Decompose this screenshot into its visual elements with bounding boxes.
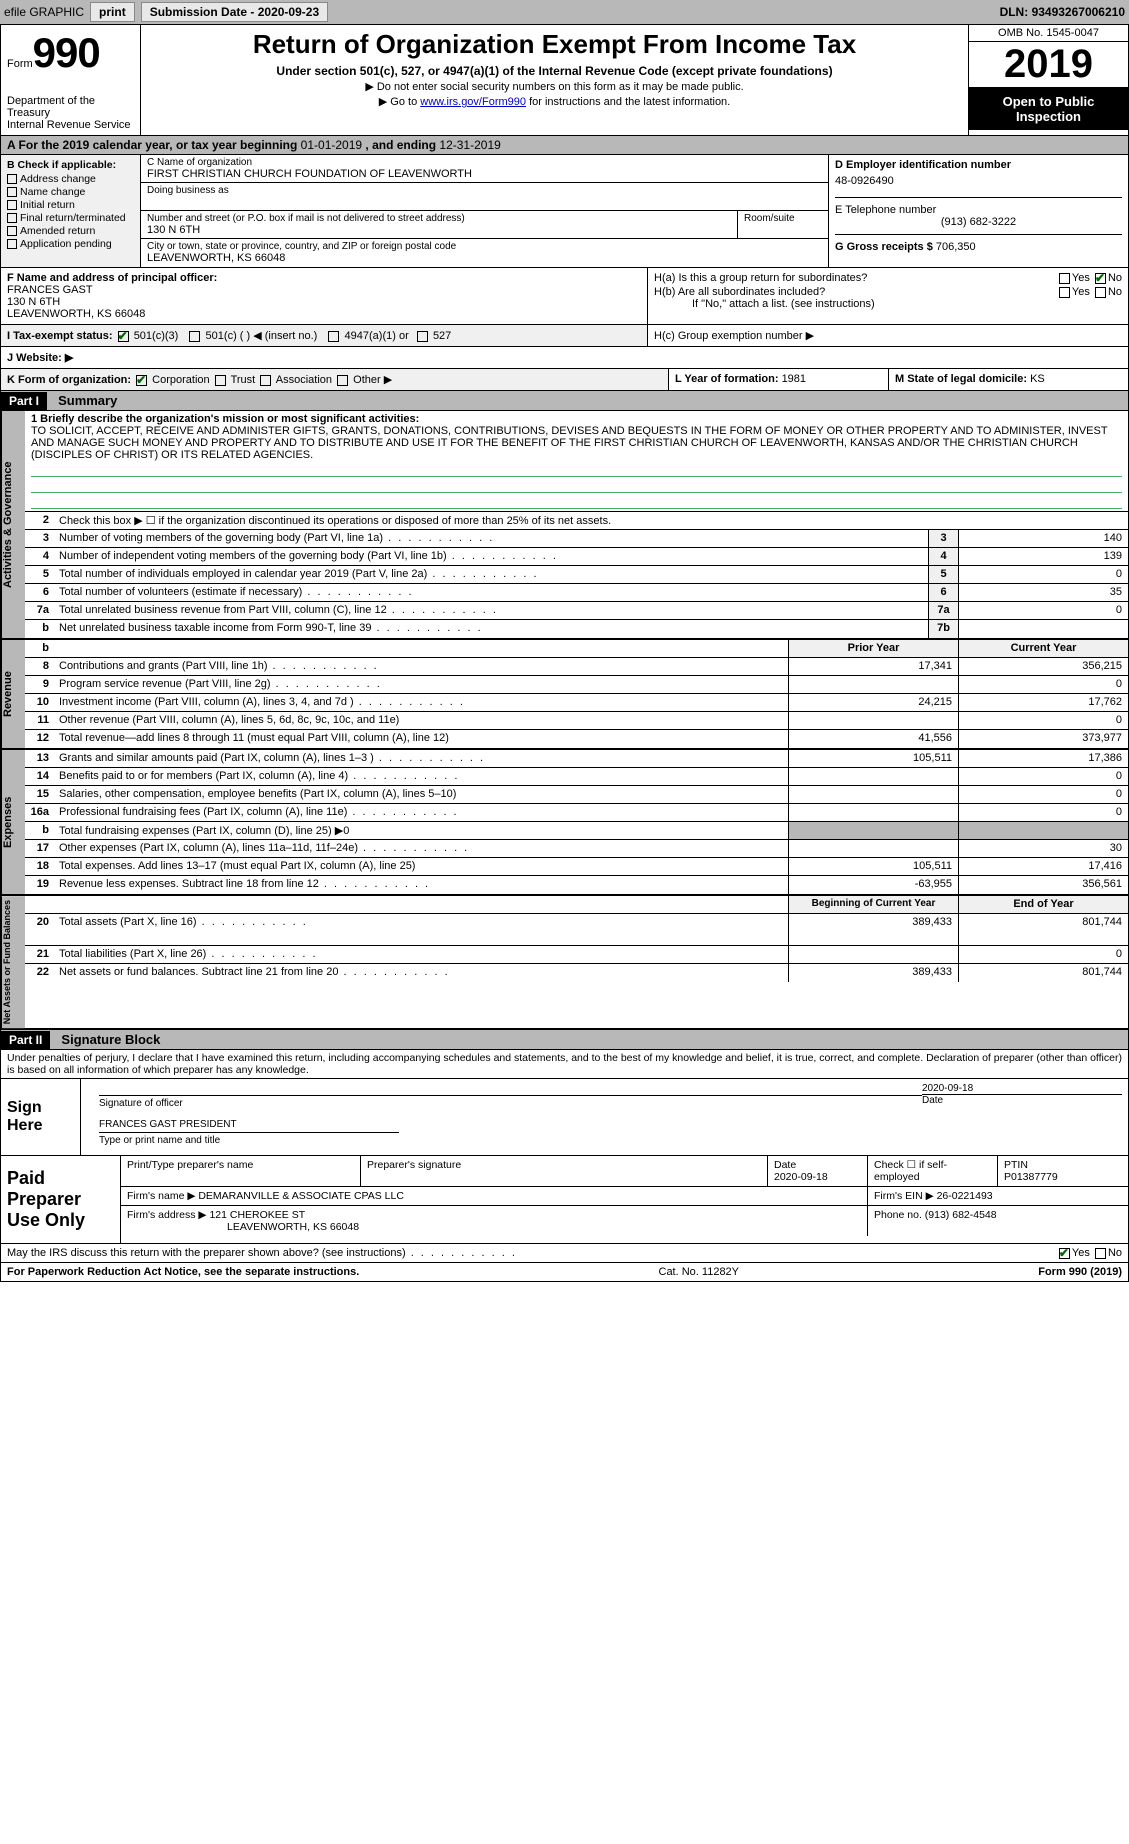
box-j: J Website: ▶ [1,347,1128,369]
part-i-header: Part I Summary [1,391,1128,411]
perjury-declaration: Under penalties of perjury, I declare th… [1,1050,1128,1079]
box-k: K Form of organization: Corporation Trus… [1,369,668,390]
tax-period-line: A For the 2019 calendar year, or tax yea… [1,136,1128,155]
box-l: L Year of formation: 1981 [668,369,888,390]
mission-block: 1 Briefly describe the organization's mi… [25,411,1128,511]
h-a-no[interactable] [1095,273,1106,284]
chk-corporation[interactable] [136,375,147,386]
firm-phone: (913) 682-4548 [925,1209,997,1221]
chk-501c3[interactable] [118,331,129,342]
chk-4947[interactable] [328,331,339,342]
header-mid: Return of Organization Exempt From Incom… [141,25,968,135]
instructions-link-line: ▶ Go to www.irs.gov/Form990 for instruct… [149,95,960,108]
chk-initial-return[interactable]: Initial return [7,199,134,211]
form-990: Form990 Department of the Treasury Inter… [0,24,1129,1282]
paid-preparer-block: Paid Preparer Use Only Print/Type prepar… [1,1156,1128,1244]
activities-governance: Activities & Governance 1 Briefly descri… [1,411,1128,638]
box-f: F Name and address of principal officer:… [1,268,648,324]
omb-number: OMB No. 1545-0047 [969,25,1128,42]
gross-receipts: 706,350 [936,241,976,253]
form-title: Return of Organization Exempt From Incom… [149,29,960,60]
firm-address: 121 CHEROKEE ST [209,1209,305,1221]
box-h-c: H(c) Group exemption number ▶ [648,325,1128,346]
form-subtitle: Under section 501(c), 527, or 4947(a)(1)… [149,64,960,78]
form-footer: For Paperwork Reduction Act Notice, see … [1,1263,1128,1281]
box-m: M State of legal domicile: KS [888,369,1128,390]
discuss-yes[interactable] [1059,1248,1070,1259]
ssn-warning: ▶ Do not enter social security numbers o… [149,80,960,93]
chk-other[interactable] [337,375,348,386]
chk-527[interactable] [417,331,428,342]
expenses-section: Expenses 13Grants and similar amounts pa… [1,750,1128,894]
chk-address-change[interactable]: Address change [7,173,134,185]
street-address: 130 N 6TH [147,224,731,236]
box-b: B Check if applicable: Address change Na… [1,155,141,267]
chk-application-pending[interactable]: Application pending [7,238,134,250]
org-name: FIRST CHRISTIAN CHURCH FOUNDATION OF LEA… [147,168,822,180]
ein: 48-0926490 [835,175,1122,187]
firm-name: DEMARANVILLE & ASSOCIATE CPAS LLC [198,1190,404,1202]
ptin: P01387779 [1004,1171,1058,1183]
h-b-no[interactable] [1095,287,1106,298]
box-d-e-g: D Employer identification number 48-0926… [828,155,1128,267]
box-c: C Name of organization FIRST CHRISTIAN C… [141,155,828,267]
officer-name-title: FRANCES GAST PRESIDENT [99,1119,237,1130]
signature-block: Sign Here Signature of officer 2020-09-1… [1,1079,1128,1156]
chk-amended-return[interactable]: Amended return [7,225,134,237]
sig-date: 2020-09-18 [922,1083,1122,1094]
top-toolbar: efile GRAPHIC print Submission Date - 20… [0,0,1129,24]
chk-501c[interactable] [189,331,200,342]
box-h: H(a) Is this a group return for subordin… [648,268,1128,324]
chk-association[interactable] [260,375,271,386]
submission-date-box: Submission Date - 2020-09-23 [141,2,328,22]
firm-ein: 26-0221493 [937,1190,993,1202]
chk-trust[interactable] [215,375,226,386]
telephone: (913) 682-3222 [835,216,1122,228]
irs-link[interactable]: www.irs.gov/Form990 [420,96,526,108]
box-k-l-m: K Form of organization: Corporation Trus… [1,369,1128,391]
box-f-h: F Name and address of principal officer:… [1,268,1128,325]
tax-year: 2019 [969,42,1128,88]
header-left: Form990 Department of the Treasury Inter… [1,25,141,135]
prep-date: 2020-09-18 [774,1171,828,1183]
dept-label: Department of the Treasury Internal Reve… [7,95,134,131]
chk-final-return[interactable]: Final return/terminated [7,212,134,224]
header-right: OMB No. 1545-0047 2019 Open to Public In… [968,25,1128,135]
irs-discuss-row: May the IRS discuss this return with the… [1,1244,1128,1263]
dln: DLN: 93493267006210 [1000,5,1125,19]
mission-text: TO SOLICIT, ACCEPT, RECEIVE AND ADMINIST… [31,425,1122,461]
efile-label: efile GRAPHIC [4,5,84,19]
open-to-public: Open to Public Inspection [969,88,1128,130]
h-b-yes[interactable] [1059,287,1070,298]
form-header: Form990 Department of the Treasury Inter… [1,25,1128,136]
h-a-yes[interactable] [1059,273,1070,284]
part-ii-header: Part II Signature Block [1,1030,1128,1050]
box-i: I Tax-exempt status: 501(c)(3) 501(c) ( … [1,325,648,346]
entity-block: B Check if applicable: Address change Na… [1,155,1128,268]
city-state-zip: LEAVENWORTH, KS 66048 [147,252,822,264]
net-assets-section: Net Assets or Fund Balances Beginning of… [1,896,1128,1028]
discuss-no[interactable] [1095,1248,1106,1259]
revenue-section: Revenue bPrior YearCurrent Year 8Contrib… [1,640,1128,748]
print-button[interactable]: print [90,2,135,22]
officer-name: FRANCES GAST [7,284,641,296]
chk-name-change[interactable]: Name change [7,186,134,198]
